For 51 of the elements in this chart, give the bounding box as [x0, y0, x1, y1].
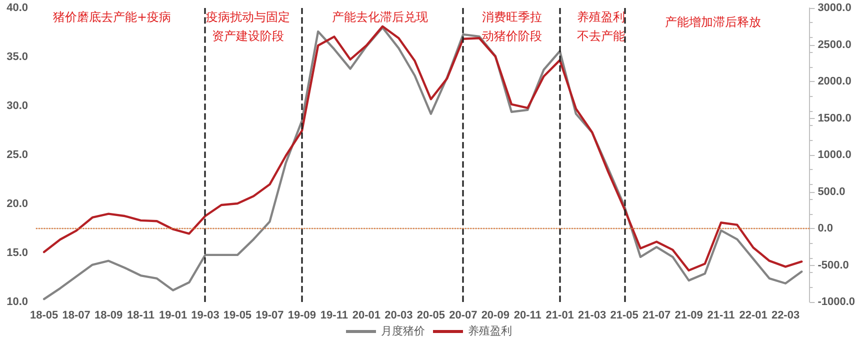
y-tick-label: 10.0 — [6, 296, 28, 308]
x-tick-label: 21-11 — [707, 310, 735, 322]
x-tick-label: 20-11 — [514, 310, 542, 322]
x-tick-label: 18-11 — [127, 310, 155, 322]
y2-tick-label: 0.0 — [818, 222, 833, 234]
x-tick-label: 20-05 — [416, 310, 445, 322]
x-tick-label: 19-03 — [191, 310, 220, 322]
legend-label: 养殖盈利 — [468, 324, 512, 338]
x-tick-label: 19-01 — [158, 310, 188, 322]
annotation: 疫病扰动与固定 — [206, 10, 290, 24]
x-tick-label: 18-09 — [94, 310, 123, 322]
legend-label: 月度猪价 — [381, 324, 425, 338]
x-tick-label: 21-09 — [674, 310, 703, 322]
x-tick-label: 19-07 — [256, 310, 284, 322]
y-tick-label: 15.0 — [6, 247, 28, 259]
x-tick-label: 22-03 — [771, 310, 800, 322]
annotation: 产能增加滞后释放 — [665, 15, 761, 29]
y-tick-label: 25.0 — [6, 149, 28, 161]
annotation: 产能去化滞后兑现 — [332, 10, 428, 24]
annotation: 消费旺季拉 — [482, 10, 542, 24]
x-tick-label: 21-03 — [578, 310, 606, 322]
y2-tick-label: 2000.0 — [818, 76, 852, 88]
y-tick-label: 30.0 — [6, 100, 28, 112]
x-tick-label: 20-09 — [481, 310, 510, 322]
y2-tick-label: 1500.0 — [818, 112, 852, 124]
annotation: 养殖盈利 — [577, 10, 625, 24]
y2-tick-label: -1000.0 — [818, 296, 856, 308]
x-tick-label: 20-01 — [352, 310, 380, 322]
annotation: 猪价磨底去产能+疫病 — [52, 10, 172, 24]
x-tick-label: 20-07 — [449, 310, 478, 322]
annotation: 动猪价阶段 — [482, 29, 542, 43]
x-tick-label: 20-03 — [384, 310, 413, 322]
x-tick-label: 19-11 — [320, 310, 348, 322]
x-tick-label: 19-05 — [223, 310, 252, 322]
y2-tick-label: 500.0 — [818, 186, 846, 198]
x-tick-label: 21-01 — [546, 310, 574, 322]
y-tick-label: 20.0 — [6, 198, 28, 210]
y-tick-label: 35.0 — [6, 51, 28, 63]
y2-tick-label: -500.0 — [818, 259, 849, 272]
x-tick-label: 22-01 — [739, 310, 768, 322]
annotation: 资产建设阶段 — [212, 29, 284, 43]
y-tick-label: 40.0 — [6, 2, 28, 14]
y2-tick-label: 3000.0 — [818, 2, 852, 14]
y2-tick-label: 1000.0 — [818, 149, 852, 161]
x-tick-label: 19-09 — [288, 310, 316, 322]
y2-tick-label: 2500.0 — [818, 38, 852, 51]
annotation: 不去产能 — [577, 29, 625, 43]
x-tick-label: 21-05 — [610, 310, 638, 322]
x-tick-label: 18-05 — [30, 310, 58, 322]
x-tick-label: 18-07 — [62, 310, 90, 322]
x-tick-label: 21-07 — [642, 310, 671, 322]
